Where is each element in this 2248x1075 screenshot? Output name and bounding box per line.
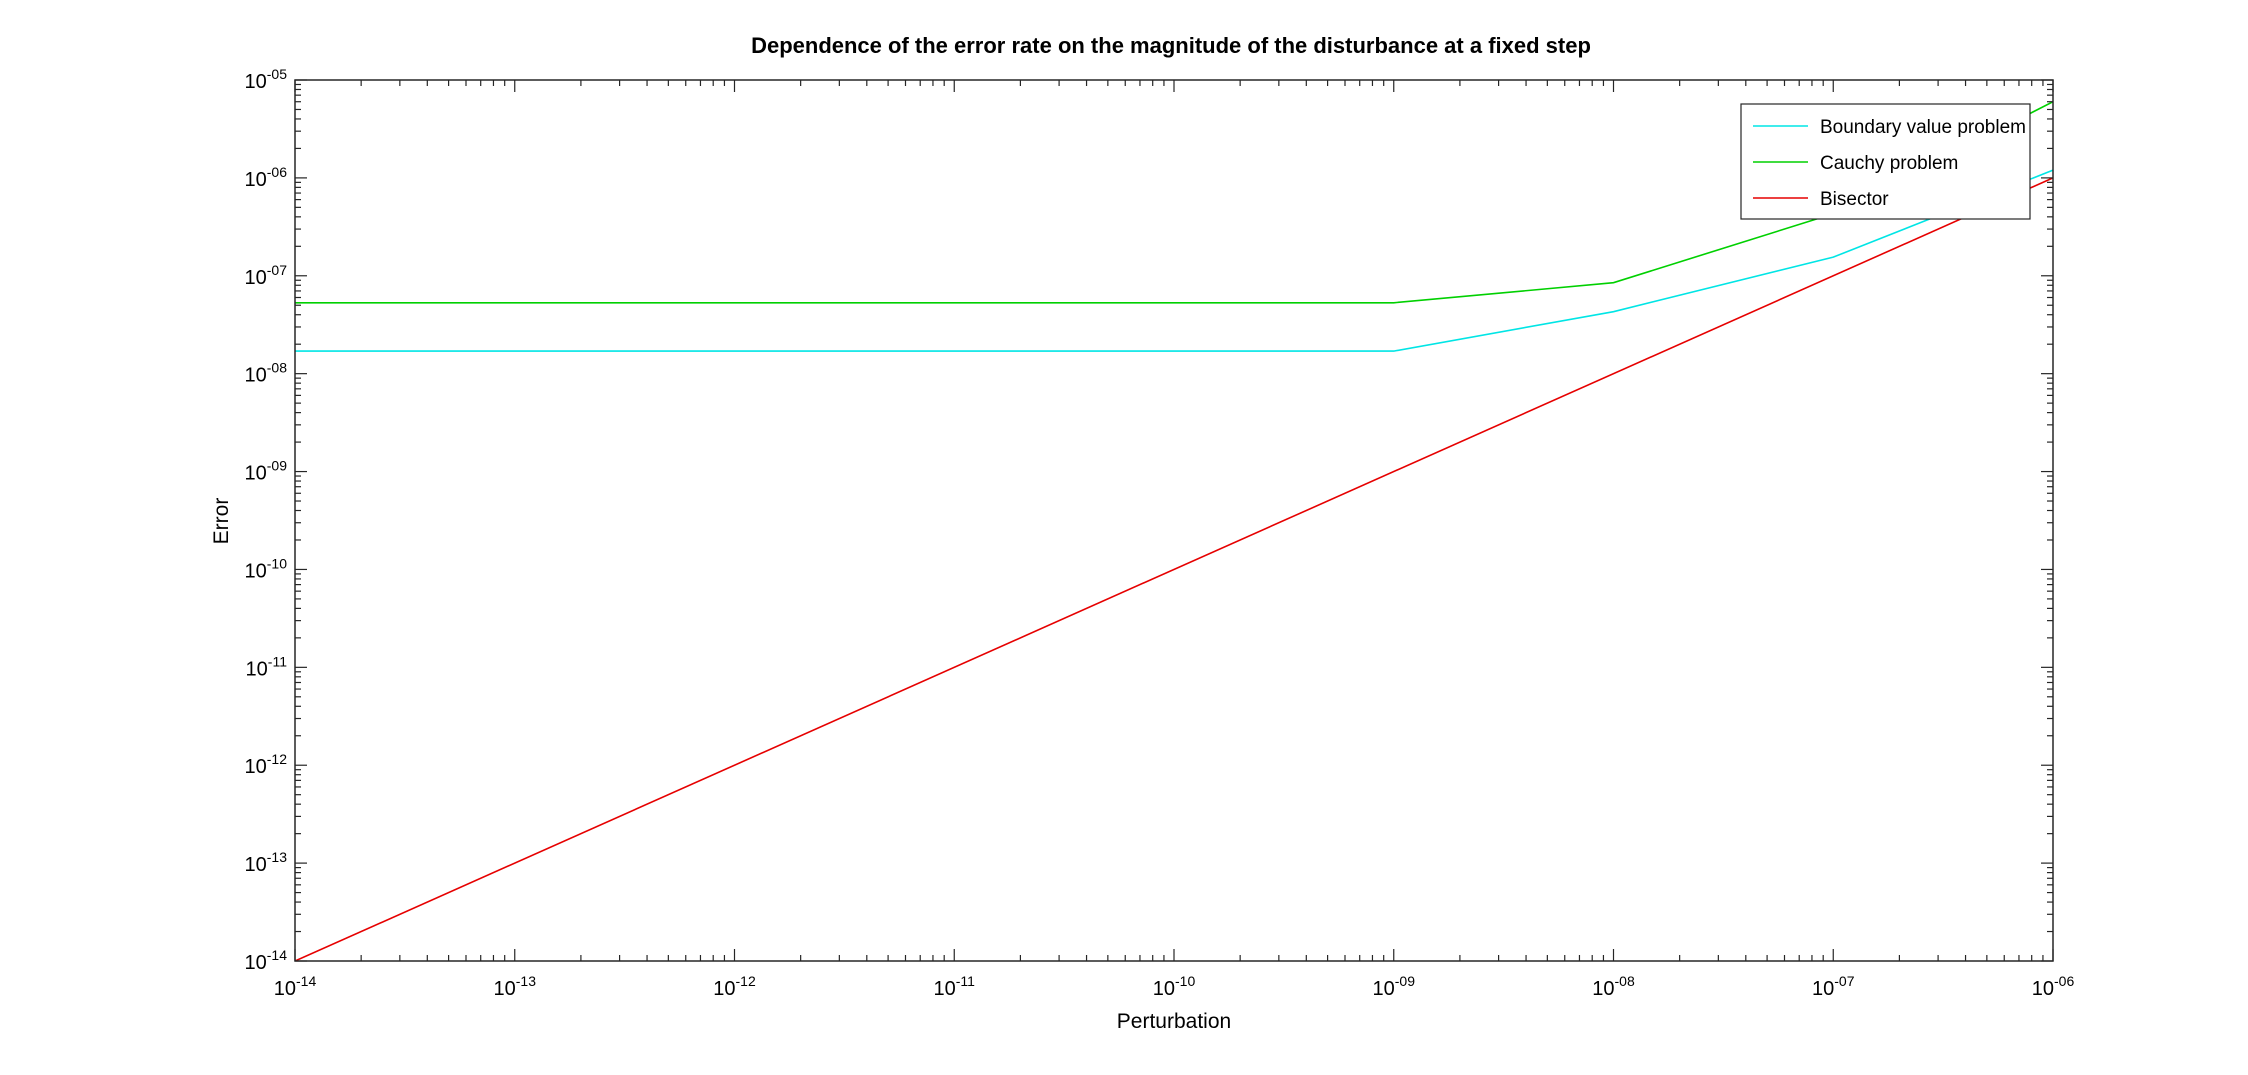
legend-label-cauchy-problem: Cauchy problem [1820, 153, 1958, 174]
y-tick-label: 10-10 [245, 555, 288, 582]
series-layer [295, 101, 2053, 961]
x-tick-label: 10-09 [1373, 973, 1416, 1000]
y-tick-label: 10-09 [245, 458, 288, 485]
series-line-cauchy-problem [295, 101, 2053, 304]
series-line-boundary-value-problem [295, 169, 2053, 352]
x-tick-label: 10-11 [934, 973, 976, 1000]
x-tick-label: 10-07 [1812, 973, 1855, 1000]
y-axis-label: Error [210, 498, 233, 545]
x-axis-label: Perturbation [1117, 1010, 1231, 1033]
y-tick-label: 10-12 [245, 751, 288, 778]
chart-title: Dependence of the error rate on the magn… [751, 33, 1591, 58]
y-tick-label: 10-11 [246, 653, 288, 680]
tick-layer [294, 79, 2054, 962]
legend-label-boundary-value-problem: Boundary value problem [1820, 117, 2026, 138]
legend-label-bisector: Bisector [1820, 189, 1889, 210]
x-tick-label: 10-14 [274, 973, 317, 1000]
y-tick-label: 10-06 [245, 164, 288, 191]
x-tick-label: 10-06 [2032, 973, 2075, 1000]
y-tick-label: 10-13 [245, 849, 288, 876]
series-line-bisector [295, 177, 2053, 961]
x-tick-label: 10-12 [713, 973, 756, 1000]
y-tick-label: 10-14 [245, 947, 288, 974]
tick-label-layer: 10-14 10-13 10-12 10-11 10-10 10-09 10-08 10-07… [245, 66, 2075, 1000]
y-tick-label: 10-07 [245, 262, 288, 289]
legend: Boundary value problem Cauchy problem Bise… [1740, 103, 2031, 220]
x-tick-label: 10-13 [494, 973, 537, 1000]
x-tick-label: 10-08 [1592, 973, 1635, 1000]
y-tick-label: 10-08 [245, 360, 288, 387]
x-tick-label: 10-10 [1153, 973, 1196, 1000]
y-tick-label: 10-05 [245, 66, 288, 93]
